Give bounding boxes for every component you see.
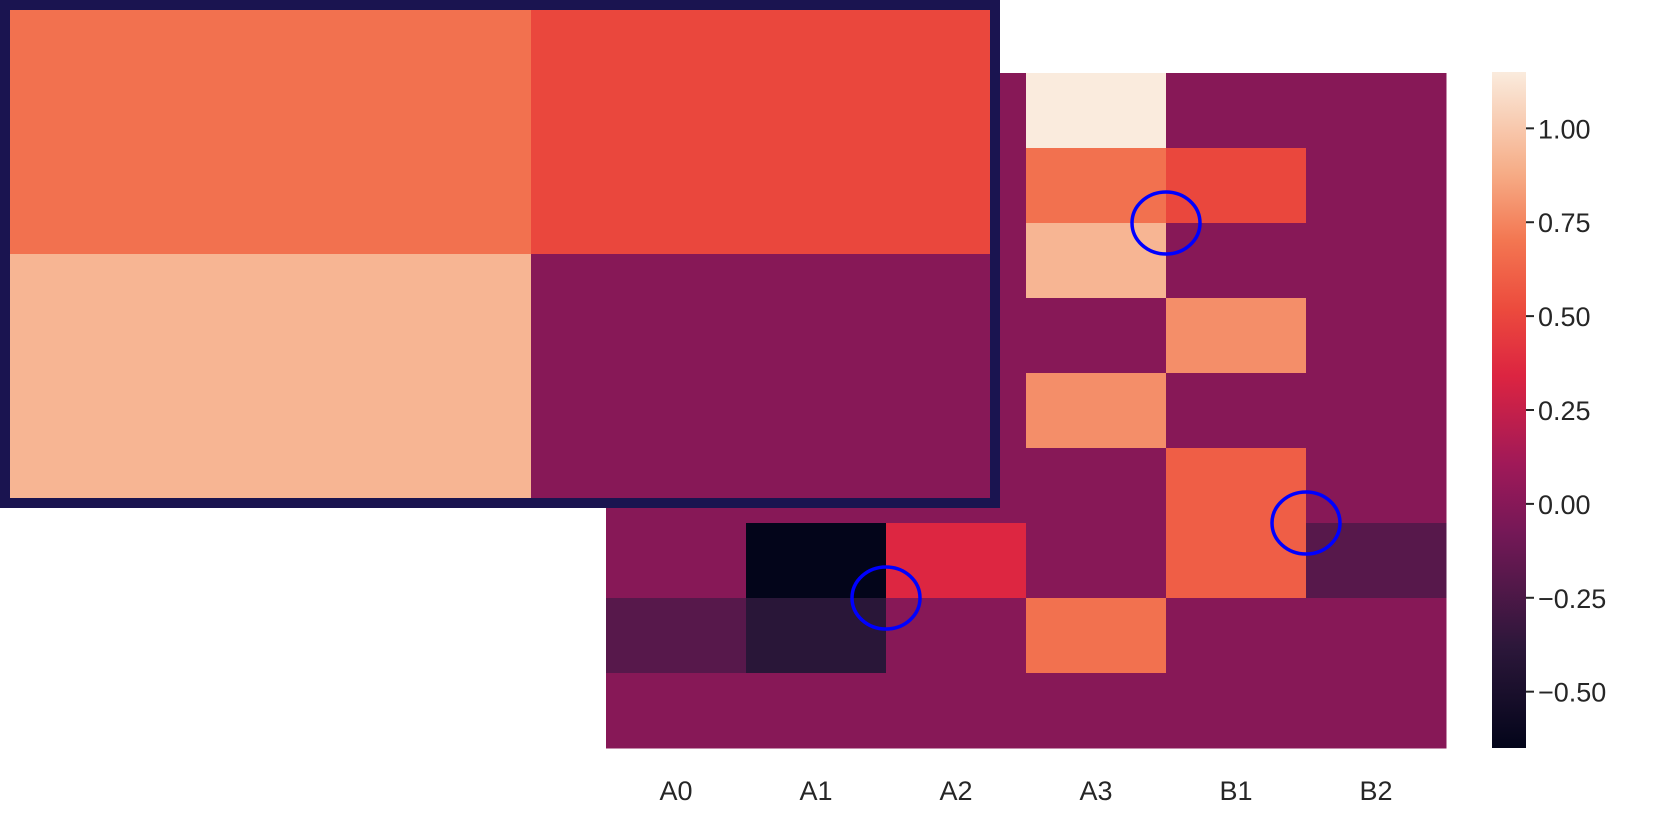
inset-cell xyxy=(10,10,531,254)
inset-cell xyxy=(531,10,990,254)
heatmap-cell xyxy=(1306,373,1447,449)
heatmap-cell xyxy=(1306,73,1447,149)
heatmap-cell xyxy=(606,523,747,599)
x-tick-label: A3 xyxy=(1079,776,1112,806)
heatmap-cell xyxy=(746,673,887,749)
x-tick-label: B2 xyxy=(1359,776,1392,806)
heatmap-cell xyxy=(1166,523,1307,599)
heatmap-cell xyxy=(886,673,1027,749)
heatmap-cell xyxy=(1306,298,1447,374)
colorbar xyxy=(1492,72,1526,748)
heatmap-cell xyxy=(1166,73,1307,149)
heatmap-cell xyxy=(1026,373,1167,449)
heatmap-cell xyxy=(1026,148,1167,224)
x-tick-label: A1 xyxy=(799,776,832,806)
heatmap-cell xyxy=(606,598,747,674)
heatmap-cell xyxy=(606,673,747,749)
x-tick-labels: A0 A1 A2 A3 B1 B2 xyxy=(659,776,1392,806)
heatmap-cell xyxy=(1166,673,1307,749)
heatmap-cell xyxy=(1306,223,1447,299)
heatmap-cell xyxy=(1166,598,1307,674)
zoom-inset xyxy=(0,0,1000,508)
heatmap-cell xyxy=(1026,523,1167,599)
heatmap-cell xyxy=(1306,598,1447,674)
heatmap-cell xyxy=(1166,148,1307,224)
heatmap-cell xyxy=(1166,223,1307,299)
annotation-ellipse xyxy=(1270,490,1342,556)
heatmap-cell xyxy=(746,523,887,599)
heatmap-cell xyxy=(1166,298,1307,374)
colorbar-ticks: 1.00 0.75 0.50 0.25 0.00 −0.25 −0.50 xyxy=(1526,114,1606,708)
colorbar-tick-label: 0.50 xyxy=(1538,302,1591,332)
heatmap-cell xyxy=(1026,298,1167,374)
x-tick-label: A0 xyxy=(659,776,692,806)
heatmap-cell xyxy=(886,598,1027,674)
heatmap-cell xyxy=(1166,373,1307,449)
heatmap-cell xyxy=(1026,448,1167,524)
annotation-circles xyxy=(850,190,1342,631)
heatmap-cell xyxy=(1306,148,1447,224)
inset-cell xyxy=(10,254,531,498)
x-tick-label: A2 xyxy=(939,776,972,806)
annotation-ellipse xyxy=(1130,190,1202,256)
heatmap-cell xyxy=(1306,673,1447,749)
heatmap-cell xyxy=(1026,673,1167,749)
heatmap-cell xyxy=(1306,523,1447,599)
colorbar-tick-label: −0.50 xyxy=(1538,678,1606,708)
heatmap-cell xyxy=(1306,448,1447,524)
colorbar-tick-label: 0.00 xyxy=(1538,490,1591,520)
heatmap-cell xyxy=(1026,598,1167,674)
annotation-ellipse xyxy=(850,565,922,631)
heatmap-cell xyxy=(1026,223,1167,299)
heatmap-cell xyxy=(1166,448,1307,524)
inset-cell xyxy=(531,254,990,498)
heatmap-cell xyxy=(746,598,887,674)
colorbar-tick-label: −0.25 xyxy=(1538,584,1606,614)
colorbar-tick-label: 0.25 xyxy=(1538,396,1591,426)
colorbar-tick-label: 1.00 xyxy=(1538,114,1591,144)
heatmap-cell xyxy=(1026,73,1167,149)
x-tick-label: B1 xyxy=(1219,776,1252,806)
heatmap-cell xyxy=(886,523,1027,599)
colorbar-tick-label: 0.75 xyxy=(1538,208,1591,238)
